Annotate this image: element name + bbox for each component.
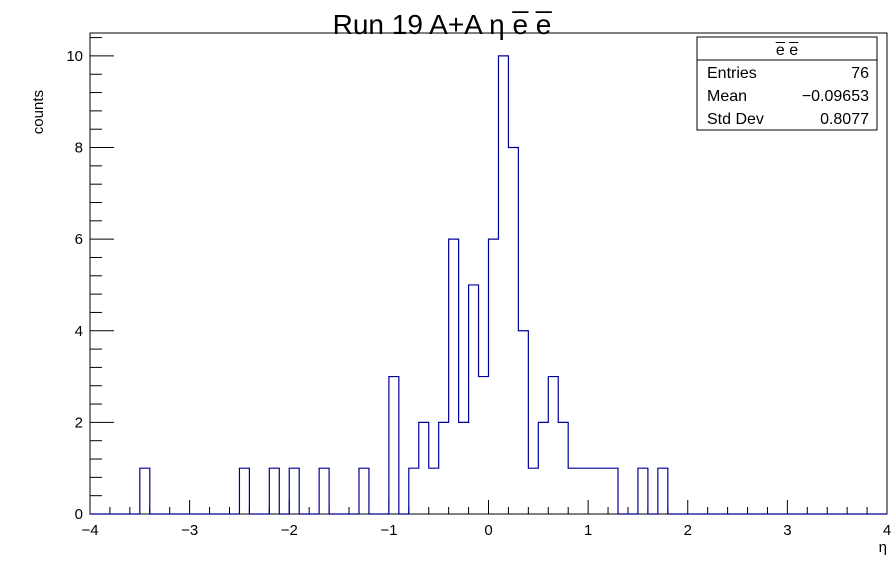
stats-box-border: [696, 36, 878, 131]
x-tick-label: 4: [883, 522, 891, 539]
x-tick-label: 1: [584, 522, 592, 539]
chart-title: Run 19 A+A η e̅ e̅: [333, 9, 553, 40]
stats-stddev-value: 0.8077: [820, 111, 869, 128]
y-axis-ticks: 0 2 4 6 8 10: [66, 37, 114, 523]
stats-entries-label: Entries: [707, 65, 757, 82]
x-tick-label: −1: [380, 522, 397, 539]
x-tick-label: −4: [81, 522, 98, 539]
y-axis-label: counts: [30, 90, 47, 134]
y-tick-label: 10: [66, 48, 83, 65]
y-tick-label: 2: [75, 414, 83, 431]
y-tick-label: 4: [75, 323, 83, 340]
x-axis-label: η: [879, 539, 887, 556]
x-tick-label: 0: [484, 522, 492, 539]
histogram-outline: [90, 55, 887, 515]
x-tick-label: −3: [181, 522, 198, 539]
x-tick-label: 2: [684, 522, 692, 539]
x-tick-label: 3: [783, 522, 791, 539]
stats-entries-value: 76: [851, 65, 869, 82]
stats-stddev-label: Std Dev: [707, 111, 764, 128]
stats-mean-value: −0.09653: [802, 88, 869, 105]
stats-mean-label: Mean: [707, 88, 747, 105]
stats-box-name: e̅ e̅: [775, 41, 798, 59]
stats-box: e̅ e̅ Entries 76 Mean −0.09653 Std Dev 0…: [696, 36, 878, 131]
y-tick-label: 8: [75, 140, 83, 157]
x-tick-label: −2: [281, 522, 298, 539]
y-tick-label: 0: [75, 506, 83, 523]
y-tick-label: 6: [75, 231, 83, 248]
